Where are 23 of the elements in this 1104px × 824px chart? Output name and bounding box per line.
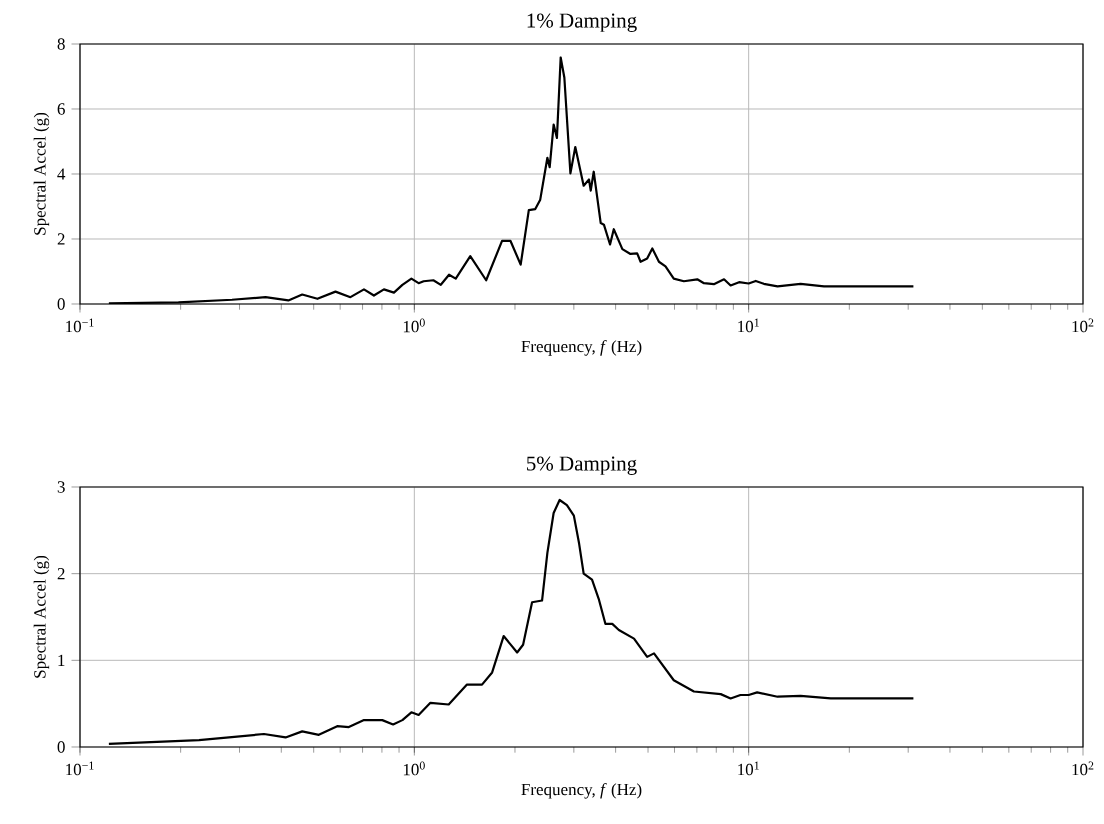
y-tick-label: 2 xyxy=(57,233,65,245)
y-tick-label: 1 xyxy=(58,654,65,666)
chart-title: 5% Damping xyxy=(527,456,637,475)
y-tick-label: 6 xyxy=(57,103,65,115)
y-tick-label: 8 xyxy=(57,38,65,50)
y-tick-label: 2 xyxy=(57,568,65,580)
x-tick-label: 10$^{2}$ xyxy=(1072,761,1094,776)
y-tick-label: 4 xyxy=(57,168,66,180)
x-axis-title: Frequency, f (Hz) xyxy=(521,340,642,356)
chart-title: 1% Damping xyxy=(527,13,637,32)
x-tick-label: 10$^{1}$ xyxy=(738,318,759,333)
y-tick-label: 3 xyxy=(57,481,65,493)
y-tick-label: 0 xyxy=(57,741,65,753)
y-tick-label: 0 xyxy=(57,298,65,310)
x-tick-label: 10$^{0}$ xyxy=(403,318,425,333)
x-tick-label: 10$^{0}$ xyxy=(403,761,425,776)
y-axis-title: Spectral Accel (g) xyxy=(33,555,50,678)
x-tick-label: 10$^{−1}$ xyxy=(66,318,94,333)
x-tick-label: 10$^{−1}$ xyxy=(66,761,94,776)
x-axis-title: Frequency, f (Hz) xyxy=(521,783,642,799)
y-axis-title: Spectral Accel (g) xyxy=(33,112,50,235)
x-tick-label: 10$^{1}$ xyxy=(738,761,759,776)
x-tick-label: 10$^{2}$ xyxy=(1072,318,1094,333)
